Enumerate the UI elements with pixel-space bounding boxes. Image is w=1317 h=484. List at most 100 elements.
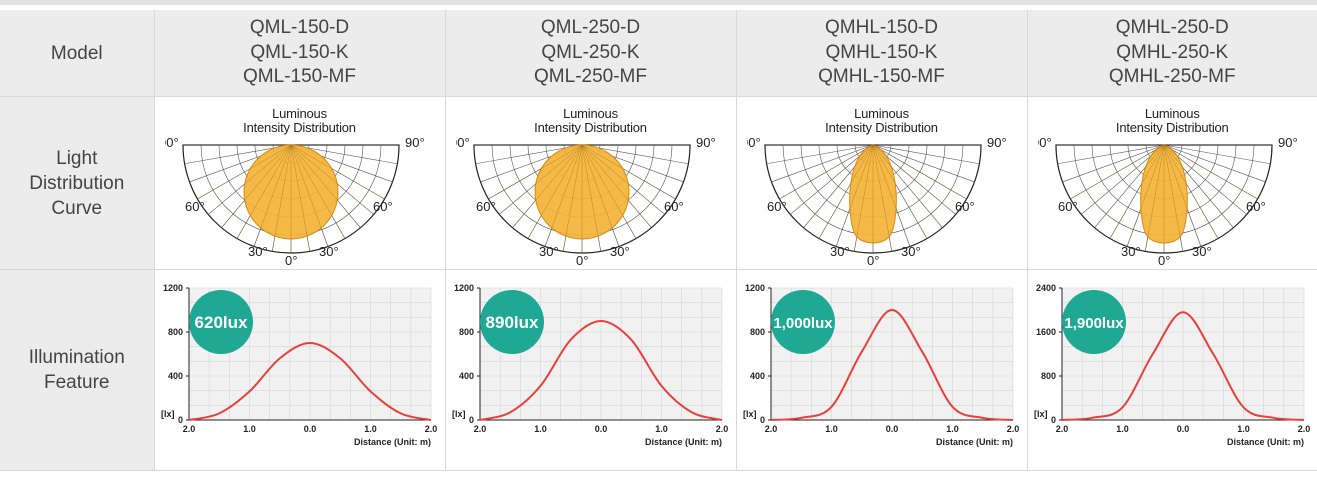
y-axis-label: [lx] <box>452 409 466 419</box>
lobe-grid-line <box>872 144 967 200</box>
lobe-grid-line <box>872 144 956 215</box>
y-tick-label: 400 <box>458 371 473 381</box>
angle-label: 30° <box>830 244 850 259</box>
y-tick-label: 1600 <box>1035 327 1055 337</box>
polar-radial <box>872 144 979 165</box>
x-tick-label: 0.0 <box>1176 424 1189 434</box>
peak-lux-label: 1,900lux <box>1064 315 1124 332</box>
peak-lux-label: 1,000lux <box>773 315 833 332</box>
x-tick-label: 2.0 <box>1006 424 1019 434</box>
illumination-chart-cell: 0 800 1600 2400 [lx] 2.0 1.0 0.0 1.0 2.0 Distance … <box>1026 269 1317 471</box>
lobe-grid-line <box>581 144 665 215</box>
model-row: Model QML-150-D QML-150-K QML-150-MF QML… <box>0 10 1317 97</box>
polar-diagram: 90° 90° 60° 60° 30° 30° 0° <box>165 135 425 265</box>
label-line: Curve <box>51 197 103 219</box>
y-tick-label: 0 <box>177 415 182 425</box>
x-tick-label: 1.0 <box>364 424 377 434</box>
lobe-grid-line <box>1163 144 1201 247</box>
lobe-grid-line <box>872 144 927 239</box>
lobe-grid-line <box>1126 144 1164 247</box>
model-names-cell: QMHL-250-D QMHL-250-K QMHL-250-MF <box>1026 10 1317 97</box>
label-line: Illumination <box>28 347 125 368</box>
lobe-grid-line <box>290 144 374 215</box>
model-label: Model <box>0 10 155 97</box>
light-distribution-label: Light Distribution Curve <box>0 96 155 270</box>
angle-label: 60° <box>185 199 205 214</box>
lobe-grid-line <box>290 144 345 239</box>
x-tick-label: 1.0 <box>1237 424 1250 434</box>
lobe-grid-line <box>1163 144 1183 252</box>
lobe-grid-line <box>872 144 943 228</box>
illuminance-curve <box>1061 311 1304 421</box>
polar-diagram: 90° 90° 60° 60° 30° 30° 0° <box>747 135 1007 265</box>
angle-label: 30° <box>610 244 630 259</box>
y-tick-label: 0 <box>759 415 764 425</box>
lobe-grid-line <box>853 144 873 252</box>
model-names-cell: QML-250-D QML-250-K QML-250-MF <box>444 10 737 97</box>
lobe-grid-line <box>498 144 582 215</box>
peak-lux-badge <box>1061 290 1126 354</box>
lobe-grid-line <box>1163 144 1218 239</box>
angle-label: 30° <box>248 244 268 259</box>
x-tick-label: 2.0 <box>182 424 195 434</box>
x-axis-label: Distance (Unit: m) <box>935 437 1012 447</box>
model-name: QMHL-250-K <box>1116 41 1229 63</box>
polar-title-line: Intensity Distribution <box>825 120 938 135</box>
polar-diagram-cell: Luminous Intensity Distribution 90° 90° 60… <box>444 96 737 270</box>
lobe-grid-line <box>818 144 873 239</box>
lobe-grid-line <box>872 144 892 252</box>
model-name: QML-250-K <box>541 41 640 63</box>
polar-title-line: Luminous <box>272 106 327 121</box>
angle-label: 60° <box>1058 199 1078 214</box>
angle-label: 60° <box>664 199 684 214</box>
lobe-grid-line <box>511 144 582 228</box>
x-tick-label: 0.0 <box>885 424 898 434</box>
angle-label: 0° <box>1158 253 1170 265</box>
lobe-grid-line <box>527 144 582 239</box>
polar-radial <box>766 144 873 165</box>
polar-radial <box>770 144 873 183</box>
lobe-grid-line <box>789 144 873 215</box>
model-names-cell: QML-150-D QML-150-K QML-150-MF <box>153 10 446 97</box>
light-distribution-row: Light Distribution Curve Luminous Intens… <box>0 96 1317 270</box>
angle-label: 30° <box>319 244 339 259</box>
y-tick-label: 800 <box>167 327 182 337</box>
polar-title: Luminous Intensity Distribution <box>446 107 736 135</box>
y-tick-label: 2400 <box>1035 283 1055 293</box>
lobe-grid-line <box>581 144 676 200</box>
y-tick-label: 1200 <box>744 283 764 293</box>
polar-radial <box>872 144 975 183</box>
polar-diagram: 90° 90° 60° 60° 30° 30° 0° <box>456 135 716 265</box>
angle-label: 60° <box>373 199 393 214</box>
lobe-grid-line <box>581 144 636 239</box>
x-tick-label: 0.0 <box>594 424 607 434</box>
label-line: Feature <box>44 372 110 393</box>
x-tick-label: 2.0 <box>424 424 437 434</box>
illumination-chart: 0 400 800 1200 [lx] 2.0 1.0 0.0 1.0 2.0 Distance (… <box>743 283 1019 447</box>
peak-lux-badge <box>770 290 835 354</box>
label-line: Light <box>56 147 98 169</box>
x-tick-label: 1.0 <box>655 424 668 434</box>
x-tick-label: 1.0 <box>825 424 838 434</box>
peak-lux-badge <box>479 290 544 354</box>
illuminance-curve <box>188 341 431 421</box>
model-name: QML-250-MF <box>534 66 647 88</box>
lobe-grid-line <box>196 144 291 200</box>
lobe-grid-line <box>778 144 873 200</box>
angle-label: 90° <box>165 135 179 150</box>
model-name: QMHL-150-MF <box>818 66 945 88</box>
illumination-chart-cell: 0 400 800 1200 [lx] 2.0 1.0 0.0 1.0 2.0 Distance (… <box>444 269 737 471</box>
angle-label: 60° <box>476 199 496 214</box>
lobe-grid-line <box>290 144 310 252</box>
model-names-cell: QMHL-150-D QMHL-150-K QMHL-150-MF <box>735 10 1028 97</box>
x-tick-label: 1.0 <box>1116 424 1129 434</box>
angle-label: 0° <box>285 253 297 265</box>
angle-label: 30° <box>539 244 559 259</box>
model-name: QML-150-MF <box>243 66 356 88</box>
angle-label: 90° <box>987 135 1007 150</box>
illuminance-curve <box>479 319 722 421</box>
chart-grid <box>479 287 722 421</box>
spec-table: Model QML-150-D QML-150-K QML-150-MF QML… <box>0 10 1317 471</box>
y-tick-label: 800 <box>749 327 764 337</box>
y-tick-label: 800 <box>1040 371 1055 381</box>
